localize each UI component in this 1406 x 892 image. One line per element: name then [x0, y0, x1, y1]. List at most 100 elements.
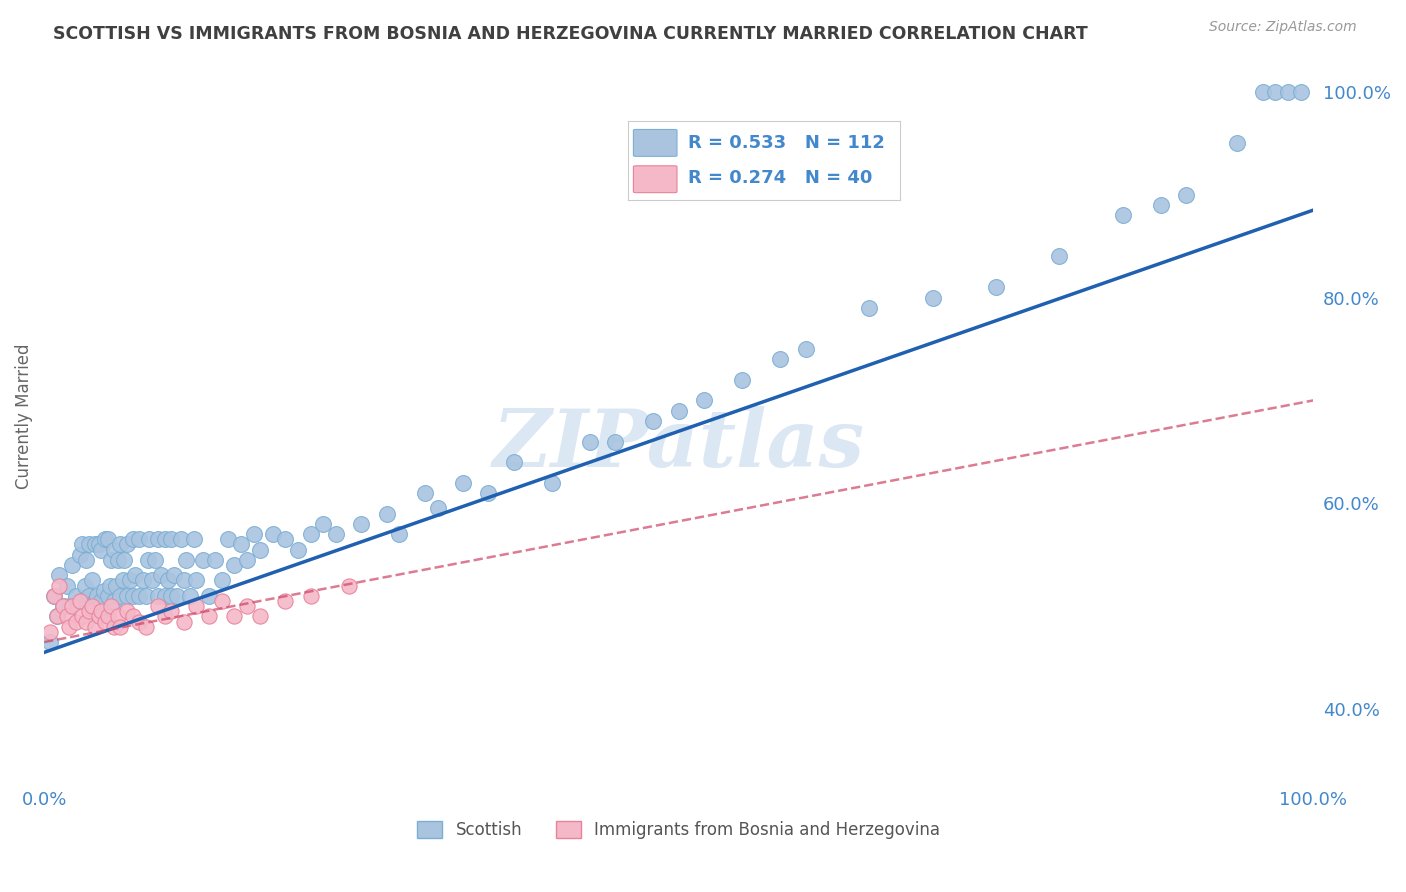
Point: [52, 599, 75, 613]
Point: [103, 594, 125, 608]
Point: [90, 542, 112, 557]
Point: [540, 475, 562, 490]
Point: [136, 553, 159, 567]
Point: [148, 533, 170, 547]
Point: [39, 624, 62, 639]
Point: [1251, 85, 1274, 99]
Point: [186, 599, 208, 613]
Point: [103, 542, 125, 557]
Point: [242, 527, 264, 541]
Point: [65, 615, 87, 629]
Point: [39, 635, 62, 649]
Point: [451, 475, 474, 490]
Point: [141, 574, 163, 588]
Y-axis label: Currently Married: Currently Married: [15, 343, 32, 489]
Point: [153, 533, 176, 547]
Point: [107, 553, 129, 567]
Point: [153, 609, 176, 624]
Point: [44, 589, 66, 603]
Point: [605, 434, 627, 449]
Point: [97, 589, 120, 603]
Point: [162, 568, 184, 582]
Point: [122, 589, 145, 603]
Point: [153, 589, 176, 603]
Point: [477, 486, 499, 500]
Point: [60, 558, 83, 572]
Point: [115, 604, 138, 618]
Point: [921, 291, 943, 305]
Point: [112, 553, 135, 567]
Point: [77, 589, 100, 603]
Point: [128, 615, 150, 629]
Point: [70, 537, 93, 551]
Point: [122, 609, 145, 624]
Point: [186, 574, 208, 588]
Point: [1175, 187, 1198, 202]
Text: R = 0.274   N = 40: R = 0.274 N = 40: [688, 169, 872, 187]
Point: [179, 589, 201, 603]
Point: [579, 434, 602, 449]
Point: [135, 620, 157, 634]
Point: [128, 533, 150, 547]
Point: [217, 533, 239, 547]
Point: [731, 373, 754, 387]
Point: [58, 620, 80, 634]
Point: [45, 609, 67, 624]
Point: [94, 615, 117, 629]
Point: [128, 589, 150, 603]
Point: [643, 414, 665, 428]
Point: [122, 533, 145, 547]
Point: [183, 533, 205, 547]
Point: [1112, 208, 1135, 222]
Point: [70, 609, 93, 624]
Point: [1277, 85, 1299, 99]
Text: R = 0.533   N = 112: R = 0.533 N = 112: [688, 134, 884, 152]
Point: [110, 537, 132, 551]
FancyBboxPatch shape: [633, 166, 678, 193]
Point: [103, 620, 125, 634]
Point: [56, 609, 79, 624]
Point: [249, 542, 271, 557]
Point: [350, 516, 373, 531]
Point: [287, 542, 309, 557]
Point: [45, 609, 67, 624]
Point: [77, 604, 100, 618]
Point: [299, 589, 322, 603]
Point: [1289, 85, 1312, 99]
Point: [105, 578, 128, 592]
Point: [94, 533, 117, 547]
Point: [56, 578, 79, 592]
Point: [1226, 136, 1249, 151]
Point: [75, 553, 97, 567]
Point: [274, 533, 297, 547]
Point: [82, 574, 104, 588]
Point: [107, 609, 129, 624]
Point: [69, 548, 91, 562]
Point: [262, 527, 284, 541]
Point: [337, 578, 360, 592]
Point: [93, 583, 115, 598]
Point: [204, 553, 226, 567]
Point: [110, 589, 132, 603]
Point: [1264, 85, 1286, 99]
Point: [97, 533, 120, 547]
Point: [48, 568, 70, 582]
Point: [86, 589, 108, 603]
Point: [1049, 249, 1071, 263]
Point: [83, 537, 105, 551]
Text: SCOTTISH VS IMMIGRANTS FROM BOSNIA AND HERZEGOVINA CURRENTLY MARRIED CORRELATION: SCOTTISH VS IMMIGRANTS FROM BOSNIA AND H…: [53, 25, 1088, 43]
Point: [274, 594, 297, 608]
Point: [87, 537, 110, 551]
Point: [693, 393, 716, 408]
Point: [75, 615, 97, 629]
Point: [138, 533, 160, 547]
Point: [97, 609, 120, 624]
Point: [426, 501, 449, 516]
Point: [143, 553, 166, 567]
Point: [224, 558, 246, 572]
Point: [100, 599, 122, 613]
Point: [77, 537, 100, 551]
Point: [148, 599, 170, 613]
Point: [236, 553, 259, 567]
Point: [502, 455, 524, 469]
